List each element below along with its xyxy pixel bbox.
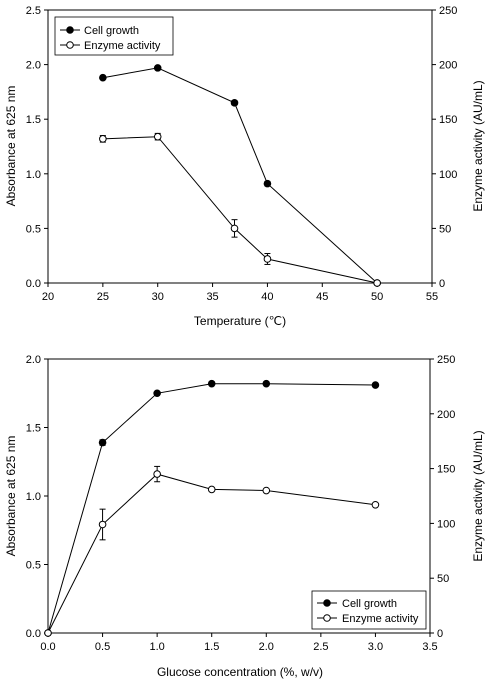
legend-marker-enzyme-activity	[323, 614, 331, 622]
y2-tick-label: 200	[439, 60, 457, 72]
y-tick-label: 1.5	[26, 114, 41, 126]
series-line-enzyme-activity	[47, 473, 376, 634]
legend-marker-enzyme-activity	[66, 41, 74, 49]
x-tick-label: 3.0	[368, 641, 383, 653]
y-ticks: 0.0 0.5 1.0 1.5 2.0	[26, 354, 48, 640]
legend-label-cell-growth: Cell growth	[342, 598, 397, 610]
x-tick-label: 30	[152, 291, 164, 303]
x-ticks: 0.0 0.5 1.0 1.5 2.0 2.5 3.0 3.5	[40, 633, 438, 653]
y2-ticks: 0 50 100 150 200 250	[432, 5, 457, 290]
y2-tick-label: 150	[439, 114, 457, 126]
y-tick-label: 0.5	[26, 560, 41, 572]
y2-tick-label: 0	[437, 628, 443, 640]
y2-axis-title: Enzyme activity (AU/mL)	[471, 80, 485, 211]
data-point-enzyme-activity	[371, 500, 380, 509]
x-tick-label: 55	[426, 291, 438, 303]
data-point-cell-growth	[207, 379, 216, 388]
y-tick-label: 1.0	[26, 169, 41, 181]
legend-label-enzyme-activity: Enzyme activity	[342, 613, 419, 625]
y-axis-title: Absorbance at 625 nm	[4, 86, 18, 207]
y2-tick-label: 250	[437, 354, 455, 366]
data-point-cell-growth	[262, 379, 271, 388]
legend-marker-cell-growth	[66, 26, 74, 34]
x-tick-label: 1.5	[204, 641, 219, 653]
y2-tick-label: 250	[439, 5, 457, 17]
x-tick-label: 3.5	[422, 641, 437, 653]
x-tick-label: 25	[97, 291, 109, 303]
temperature-chart: 20 25 30 35 40 45 50 55 0.0 0.5 1.0 1.5 2.0 2.5 0 50 1…	[4, 5, 485, 328]
y-tick-label: 1.0	[26, 491, 41, 503]
x-ticks: 20 25 30 35 40 45 50 55	[42, 283, 438, 303]
x-tick-label: 1.0	[149, 641, 164, 653]
data-point-enzyme-activity	[99, 135, 107, 143]
plot-area	[44, 379, 380, 637]
x-tick-label: 2.0	[259, 641, 274, 653]
series-line-cell-growth	[47, 383, 376, 634]
y2-tick-label: 50	[439, 223, 451, 235]
x-tick-label: 0.0	[40, 641, 55, 653]
y2-tick-label: 150	[437, 464, 455, 476]
data-point-cell-growth	[263, 179, 272, 188]
y-tick-label: 1.5	[26, 423, 41, 435]
x-axis-title: Glucose concentration (%, w/v)	[157, 665, 323, 679]
data-point-cell-growth	[371, 381, 380, 389]
x-tick-label: 0.5	[95, 641, 110, 653]
y-ticks: 0.0 0.5 1.0 1.5 2.0 2.5	[26, 5, 48, 290]
y-tick-label: 0.5	[26, 223, 41, 235]
legend-box	[311, 590, 427, 630]
y-tick-label: 2.0	[26, 60, 41, 72]
data-point-cell-growth	[99, 73, 107, 82]
series-line-enzyme-activity	[102, 136, 378, 284]
data-point-enzyme-activity	[230, 224, 239, 233]
data-point-enzyme-activity	[262, 486, 271, 495]
data-point-enzyme-activity	[263, 255, 272, 263]
x-tick-label: 50	[371, 291, 383, 303]
data-point-enzyme-activity	[44, 629, 52, 637]
data-point-enzyme-activity	[153, 132, 162, 141]
x-tick-label: 20	[42, 291, 54, 303]
x-tick-label: 2.5	[313, 641, 328, 653]
y2-axis-title: Enzyme activity (AU/mL)	[471, 430, 485, 561]
x-axis-title: Temperature (℃)	[194, 314, 286, 328]
series-line-cell-growth	[102, 67, 378, 284]
plot-area	[99, 64, 381, 287]
data-point-enzyme-activity	[207, 485, 216, 494]
legend-box	[54, 16, 174, 56]
data-point-enzyme-activity	[373, 279, 381, 287]
y2-tick-label: 100	[437, 518, 455, 530]
glucose-chart: 0.0 0.5 1.0 1.5 2.0 2.5 3.0 3.5 0.0 0.5 1.0 1.5 2.0…	[4, 354, 485, 679]
x-tick-label: 45	[316, 291, 328, 303]
data-point-enzyme-activity	[153, 470, 161, 478]
y-tick-label: 0.0	[26, 628, 41, 640]
data-point-enzyme-activity	[98, 520, 107, 529]
y-tick-label: 2.0	[26, 354, 41, 366]
y-axis-title: Absorbance at 625 nm	[4, 436, 18, 557]
legend-marker-cell-growth	[323, 599, 331, 607]
y2-ticks: 0 50 100 150 200 250	[430, 354, 455, 640]
y2-tick-label: 100	[439, 169, 457, 181]
data-point-cell-growth	[230, 99, 239, 107]
data-point-cell-growth	[153, 64, 162, 72]
y2-tick-label: 0	[439, 278, 445, 290]
data-point-cell-growth	[98, 438, 107, 447]
plot-frame	[47, 9, 433, 284]
y2-tick-label: 200	[437, 409, 455, 421]
x-tick-label: 35	[206, 291, 218, 303]
data-point-cell-growth	[153, 389, 161, 398]
legend-label-cell-growth: Cell growth	[84, 25, 139, 37]
y-tick-label: 2.5	[26, 5, 41, 17]
x-tick-label: 40	[261, 291, 273, 303]
legend: Cell growth Enzyme activity	[311, 590, 427, 630]
legend-label-enzyme-activity: Enzyme activity	[84, 40, 161, 52]
y-tick-label: 0.0	[26, 278, 41, 290]
legend: Cell growth Enzyme activity	[54, 16, 174, 56]
y2-tick-label: 50	[437, 573, 449, 585]
